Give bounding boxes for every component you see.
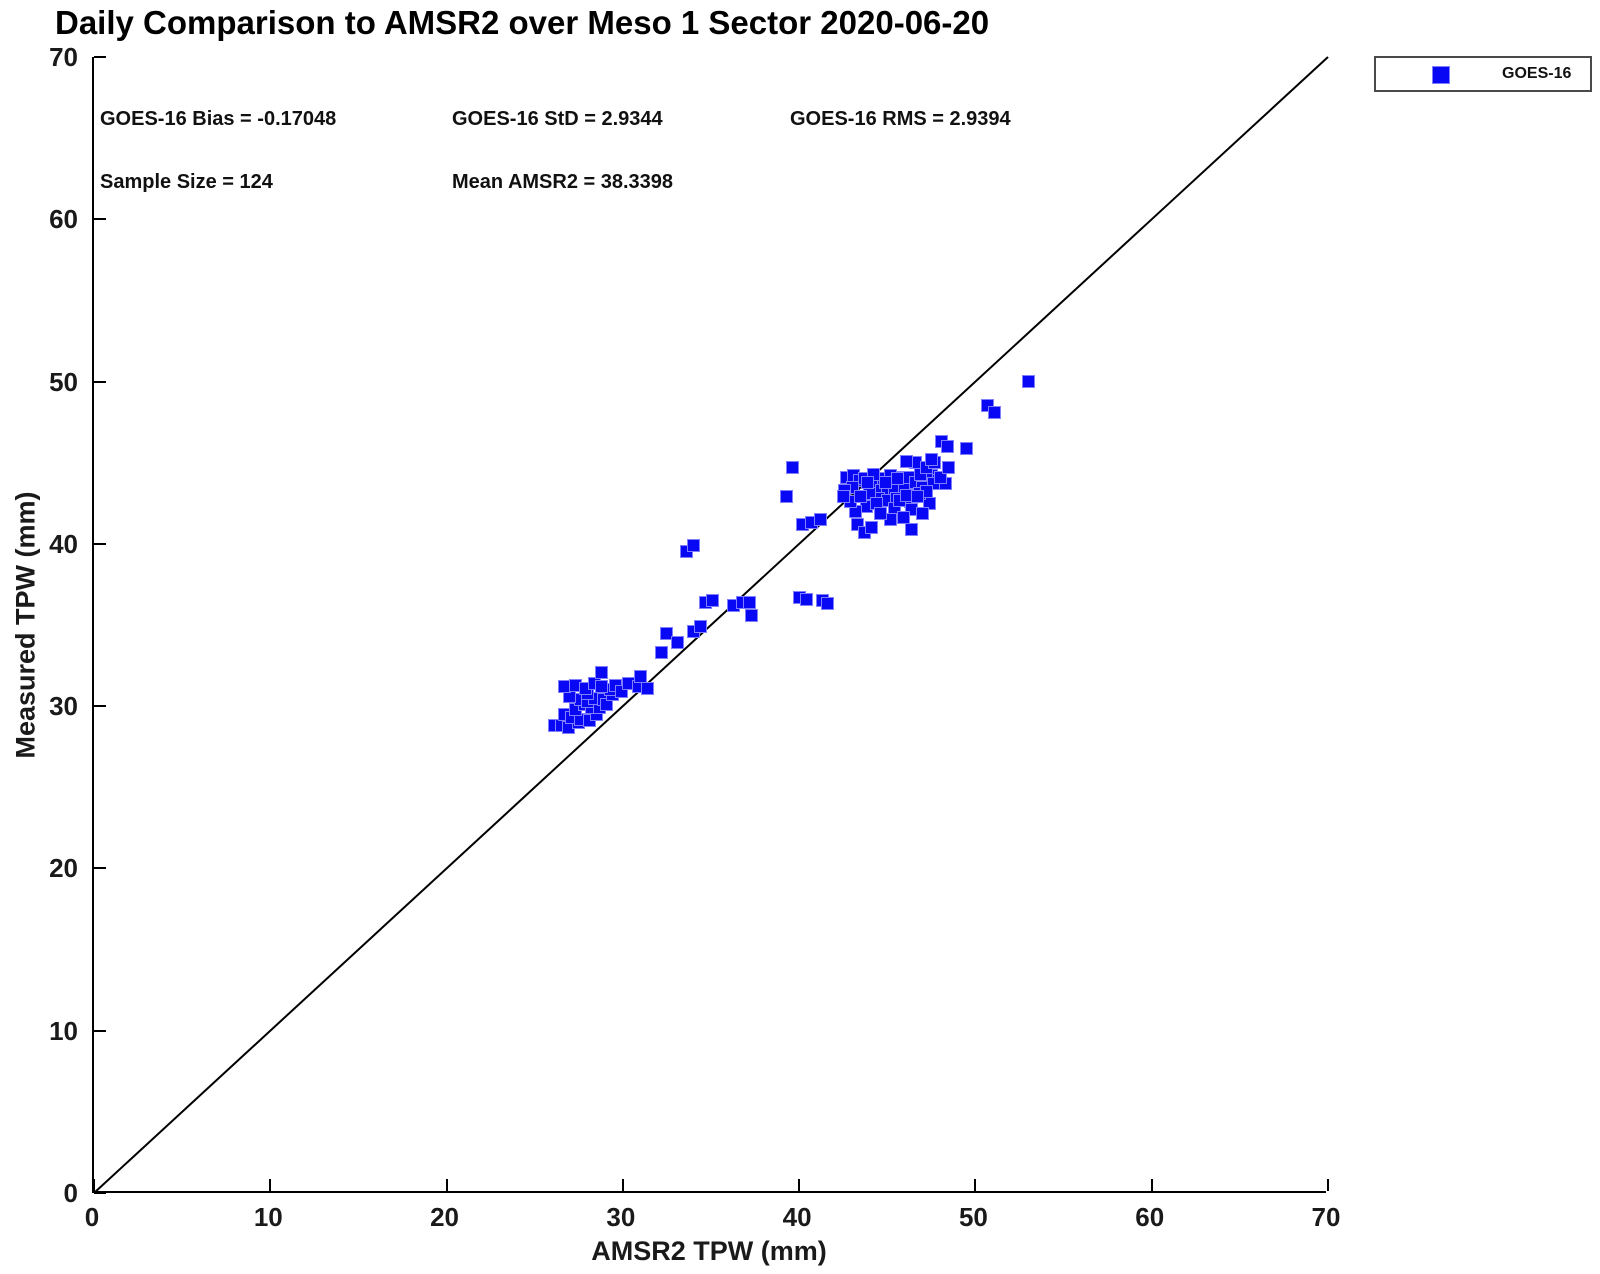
y-axis-tick — [94, 218, 106, 221]
scatter-point — [864, 521, 878, 535]
x-tick-label: 30 — [606, 1202, 636, 1232]
scatter-point — [820, 597, 834, 611]
scatter-point — [655, 646, 669, 660]
scatter-point — [940, 439, 954, 453]
y-axis-tick — [94, 542, 106, 545]
x-axis-tick — [269, 1179, 272, 1191]
y-tick-label: 20 — [49, 853, 78, 884]
scatter-point — [743, 595, 757, 609]
x-axis-tick — [1327, 1179, 1329, 1191]
scatter-point — [916, 506, 930, 520]
y-tick-label: 60 — [49, 204, 78, 235]
scatter-point — [861, 475, 875, 489]
stat-bias: GOES-16 Bias = -0.17048 — [100, 108, 337, 130]
scatter-point — [905, 522, 919, 536]
scatter-point — [1021, 375, 1035, 389]
y-axis-tick — [94, 380, 106, 383]
y-axis-tick — [94, 1192, 106, 1194]
x-tick-label: 60 — [1135, 1202, 1165, 1232]
x-tick-label: 40 — [782, 1202, 812, 1232]
scatter-point — [988, 405, 1002, 419]
x-tick-label: 0 — [84, 1202, 100, 1232]
x-axis-tick — [621, 1179, 624, 1191]
y-axis-tick — [94, 56, 106, 58]
x-tick-label: 20 — [430, 1202, 460, 1232]
scatter-point — [595, 680, 609, 694]
scatter-point — [836, 490, 850, 504]
legend-box: GOES-16 — [1374, 56, 1592, 92]
scatter-point — [854, 490, 868, 504]
scatter-point — [706, 594, 720, 608]
legend-square-marker-icon — [1432, 66, 1450, 84]
y-tick-label: 0 — [63, 1178, 78, 1208]
scatter-point — [595, 665, 609, 679]
y-tick-label: 30 — [49, 691, 78, 722]
stat-mean-amsr2: Mean AMSR2 = 38.3398 — [452, 171, 674, 193]
identity-line — [93, 56, 1329, 1194]
x-tick-label: 10 — [253, 1202, 283, 1232]
y-axis-tick — [94, 705, 106, 708]
scatter-point — [671, 636, 684, 650]
x-axis-tick — [1150, 1179, 1153, 1191]
y-axis-tick — [94, 867, 106, 870]
scatter-point — [900, 454, 914, 468]
x-axis-tick — [974, 1179, 977, 1191]
scatter-point — [942, 461, 956, 475]
x-axis-tick — [798, 1179, 801, 1191]
scatter-point — [745, 608, 759, 622]
stat-std: GOES-16 StD = 2.9344 — [452, 108, 663, 130]
scatter-point — [891, 472, 905, 486]
plot-area — [92, 56, 1329, 1194]
y-tick-label: 70 — [49, 42, 78, 72]
x-tick-label: 70 — [1311, 1202, 1341, 1232]
x-axis-tick — [93, 1179, 95, 1191]
scatter-point — [924, 452, 938, 466]
scatter-point — [873, 506, 887, 520]
scatter-point — [896, 511, 910, 525]
scatter-point — [879, 475, 893, 489]
scatter-point — [960, 441, 974, 455]
scatter-point — [633, 670, 647, 684]
x-tick-label: 50 — [958, 1202, 988, 1232]
y-axis-tick — [94, 1029, 106, 1032]
x-axis-label: AMSR2 TPW (mm) — [591, 1236, 827, 1266]
scatter-point — [780, 490, 794, 504]
scatter-point — [785, 461, 799, 475]
scatter-point — [813, 513, 827, 526]
legend-series-label: GOES-16 — [1502, 65, 1572, 82]
y-tick-label: 10 — [49, 1015, 78, 1046]
stat-rms: GOES-16 RMS = 2.9394 — [790, 108, 1011, 130]
stat-sample-size: Sample Size = 124 — [100, 171, 273, 193]
scatter-point — [693, 620, 707, 634]
chart-title: Daily Comparison to AMSR2 over Meso 1 Se… — [55, 4, 990, 41]
scatter-point — [686, 538, 700, 552]
x-axis-tick — [445, 1179, 448, 1191]
y-tick-label: 40 — [49, 528, 78, 559]
scatter-point — [799, 592, 813, 606]
y-tick-label: 50 — [49, 366, 78, 397]
scatter-point — [660, 626, 674, 640]
scatter-point — [641, 681, 655, 695]
scatter-point — [910, 490, 924, 504]
